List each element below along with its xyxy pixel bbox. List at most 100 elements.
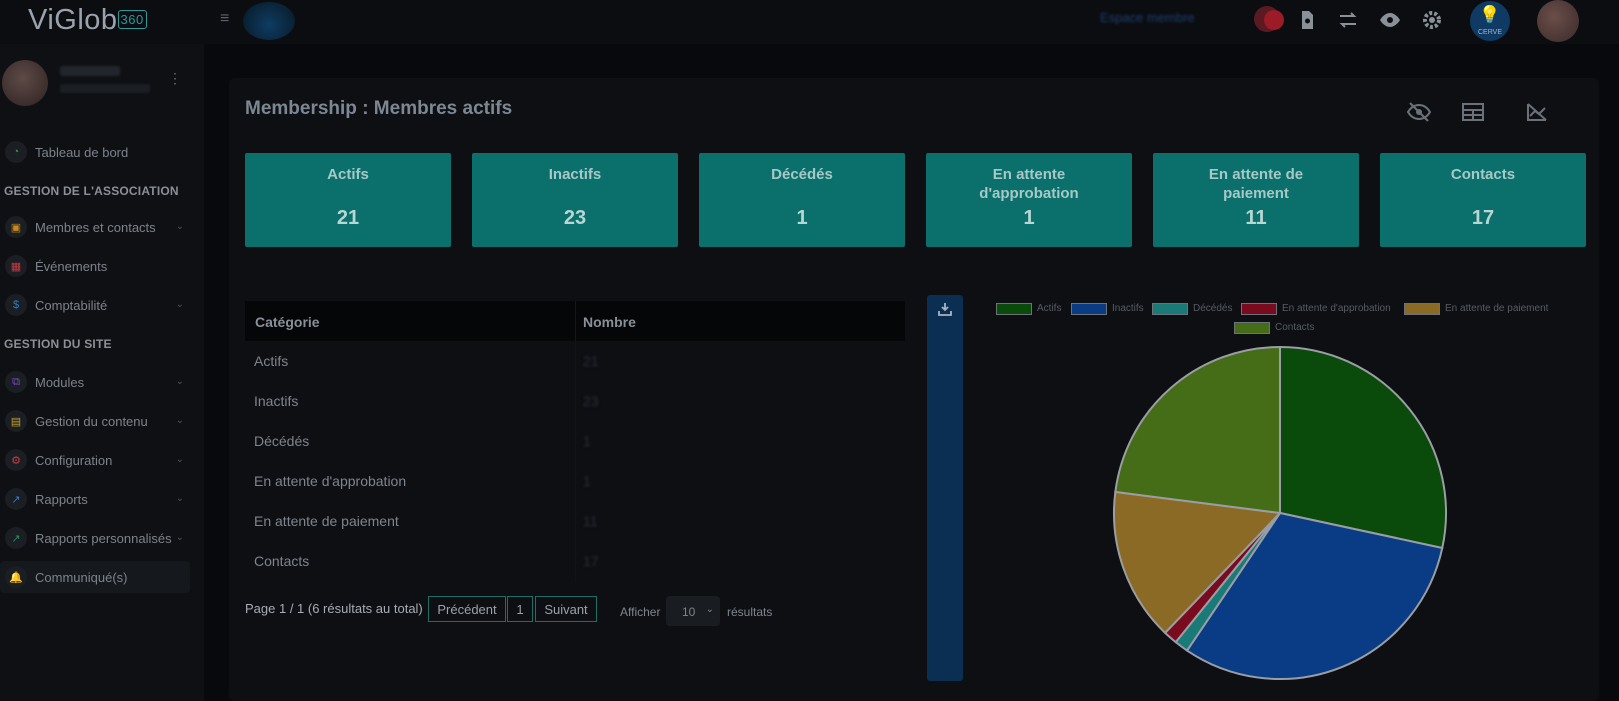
- column-header-category[interactable]: Catégorie: [255, 314, 320, 330]
- chevron-down-icon: ⌄: [175, 415, 184, 426]
- legend-label: En attente d'approbation: [1282, 303, 1391, 314]
- page-title: Membership : Membres actifs: [245, 98, 513, 119]
- legend-swatch: [996, 302, 1032, 315]
- stat-card-actifs[interactable]: Actifs 21: [245, 153, 451, 247]
- stat-label: En attente de paiement: [1208, 166, 1304, 202]
- bell-icon: 🔔: [5, 566, 27, 588]
- stat-value: 23: [563, 207, 587, 229]
- page-size-label: Afficher: [620, 605, 661, 619]
- section-site: GESTION DU SITE: [4, 337, 112, 351]
- reports-icon: ↗: [5, 488, 27, 510]
- legend-item-contacts[interactable]: Contacts: [1234, 321, 1314, 334]
- next-page-button[interactable]: Suivant: [535, 596, 597, 622]
- user-avatar[interactable]: [1537, 0, 1579, 42]
- sidebar-item-events[interactable]: ▦ Événements: [0, 250, 190, 282]
- row-category: Inactifs: [254, 393, 299, 409]
- custom-reports-icon: ↗: [5, 527, 27, 549]
- notification-badge: [1264, 10, 1284, 30]
- sidebar-item-accounting[interactable]: $ Comptabilité ⌄: [0, 289, 190, 321]
- stat-label: Contacts: [1450, 166, 1516, 183]
- page-size-select[interactable]: 10 ⌄: [666, 596, 720, 626]
- hide-icon[interactable]: [1406, 100, 1432, 124]
- legend-item-pending-payment[interactable]: En attente de paiement: [1404, 302, 1548, 315]
- sidebar-user-role: [60, 84, 150, 93]
- app-logo[interactable]: ViGlob 360: [28, 4, 147, 37]
- sidebar-user-avatar[interactable]: [2, 60, 48, 106]
- sidebar-item-label: Événements: [35, 258, 108, 274]
- legend-label: Actifs: [1037, 303, 1062, 314]
- row-category: Décédés: [254, 433, 310, 449]
- stat-value: 1: [1023, 207, 1035, 229]
- pie-slice-5[interactable]: [1114, 345, 1281, 515]
- stat-card-pending-payment[interactable]: En attente de paiement 11: [1153, 153, 1359, 247]
- row-count: 23: [583, 393, 599, 409]
- chevron-down-icon: ⌄: [175, 221, 184, 232]
- dashboard-icon: ◔: [5, 141, 27, 163]
- pie-slice-0[interactable]: [1279, 345, 1447, 550]
- menu-toggle-icon[interactable]: ≡: [220, 10, 230, 27]
- stat-label: En attente d'approbation: [979, 166, 1079, 202]
- table-row: En attente de paiement 11: [245, 501, 905, 541]
- legend-swatch: [1152, 302, 1188, 315]
- legend-item-decedes[interactable]: Décédés: [1152, 302, 1232, 315]
- member-space-link[interactable]: Espace membre: [1100, 10, 1195, 25]
- modules-icon: ⧉: [5, 371, 27, 393]
- sidebar-item-label: Configuration: [35, 452, 113, 468]
- sidebar-item-label: Modules: [35, 374, 85, 390]
- table-row: Décédés 1: [245, 421, 905, 461]
- document-icon[interactable]: [1295, 8, 1319, 32]
- sidebar-item-modules[interactable]: ⧉ Modules ⌄: [0, 366, 190, 398]
- configuration-icon: ⚙: [5, 449, 27, 471]
- legend-item-actifs[interactable]: Actifs: [996, 302, 1061, 315]
- stat-card-inactifs[interactable]: Inactifs 23: [472, 153, 678, 247]
- pie-slice-1[interactable]: [1185, 511, 1444, 680]
- legend-swatch: [1071, 302, 1107, 315]
- row-count: 11: [583, 513, 598, 529]
- sidebar-item-dashboard[interactable]: ◔ Tableau de bord: [0, 136, 190, 168]
- download-icon[interactable]: [938, 302, 952, 316]
- sidebar-item-label: Membres et contacts: [35, 219, 156, 235]
- chevron-down-icon: ⌄: [705, 604, 714, 615]
- exchange-icon[interactable]: [1336, 8, 1360, 32]
- page-number-button[interactable]: 1: [507, 596, 533, 622]
- chart-off-icon[interactable]: [1524, 100, 1550, 124]
- sidebar-item-label: Communiqué(s): [35, 569, 128, 585]
- cerve-logo[interactable]: 💡 CERVE: [1470, 1, 1510, 41]
- stat-card-decedes[interactable]: Décédés 1: [699, 153, 905, 247]
- stat-label: Décédés: [771, 166, 833, 183]
- previous-page-button[interactable]: Précédent: [428, 596, 506, 622]
- column-header-count[interactable]: Nombre: [583, 314, 636, 330]
- row-category: En attente de paiement: [254, 513, 399, 529]
- pie-slice-4[interactable]: [1113, 490, 1283, 635]
- table-row: Inactifs 23: [245, 381, 905, 421]
- legend-item-pending-approval[interactable]: En attente d'approbation: [1241, 302, 1391, 315]
- sidebar-item-custom-reports[interactable]: ↗ Rapports personnalisés ⌄: [0, 522, 190, 554]
- sidebar-item-members[interactable]: ▣ Membres et contacts ⌄: [0, 211, 190, 243]
- legend-swatch: [1234, 321, 1270, 334]
- sidebar-item-content[interactable]: ▤ Gestion du contenu ⌄: [0, 405, 190, 437]
- table-view-icon[interactable]: [1460, 100, 1486, 124]
- table-row: En attente d'approbation 1: [245, 461, 905, 501]
- column-divider: [575, 341, 576, 381]
- contacts-icon: ▣: [5, 216, 27, 238]
- stat-label: Inactifs: [548, 166, 602, 183]
- stat-card-contacts[interactable]: Contacts 17: [1380, 153, 1586, 247]
- lightbulb-icon: 💡: [1479, 5, 1501, 24]
- sidebar-item-announcements[interactable]: 🔔 Communiqué(s): [0, 561, 190, 593]
- stat-card-pending-approval[interactable]: En attente d'approbation 1: [926, 153, 1132, 247]
- organization-logo[interactable]: [243, 2, 295, 40]
- sidebar-item-reports[interactable]: ↗ Rapports ⌄: [0, 483, 190, 515]
- row-count: 21: [583, 353, 599, 369]
- stat-value: 1: [796, 207, 808, 229]
- user-menu-icon[interactable]: ⋮: [168, 70, 182, 86]
- eye-icon[interactable]: [1378, 8, 1402, 32]
- chevron-down-icon: ⌄: [175, 299, 184, 310]
- gear-icon[interactable]: [1420, 8, 1444, 32]
- download-panel[interactable]: [927, 295, 963, 681]
- legend-item-inactifs[interactable]: Inactifs: [1071, 302, 1144, 315]
- top-bar: ViGlob 360 ≡ Espace membre 💡 CERVE: [0, 0, 1619, 44]
- chevron-down-icon: ⌄: [175, 454, 184, 465]
- sidebar-item-configuration[interactable]: ⚙ Configuration ⌄: [0, 444, 190, 476]
- column-divider: [575, 501, 576, 541]
- legend-swatch: [1404, 302, 1440, 315]
